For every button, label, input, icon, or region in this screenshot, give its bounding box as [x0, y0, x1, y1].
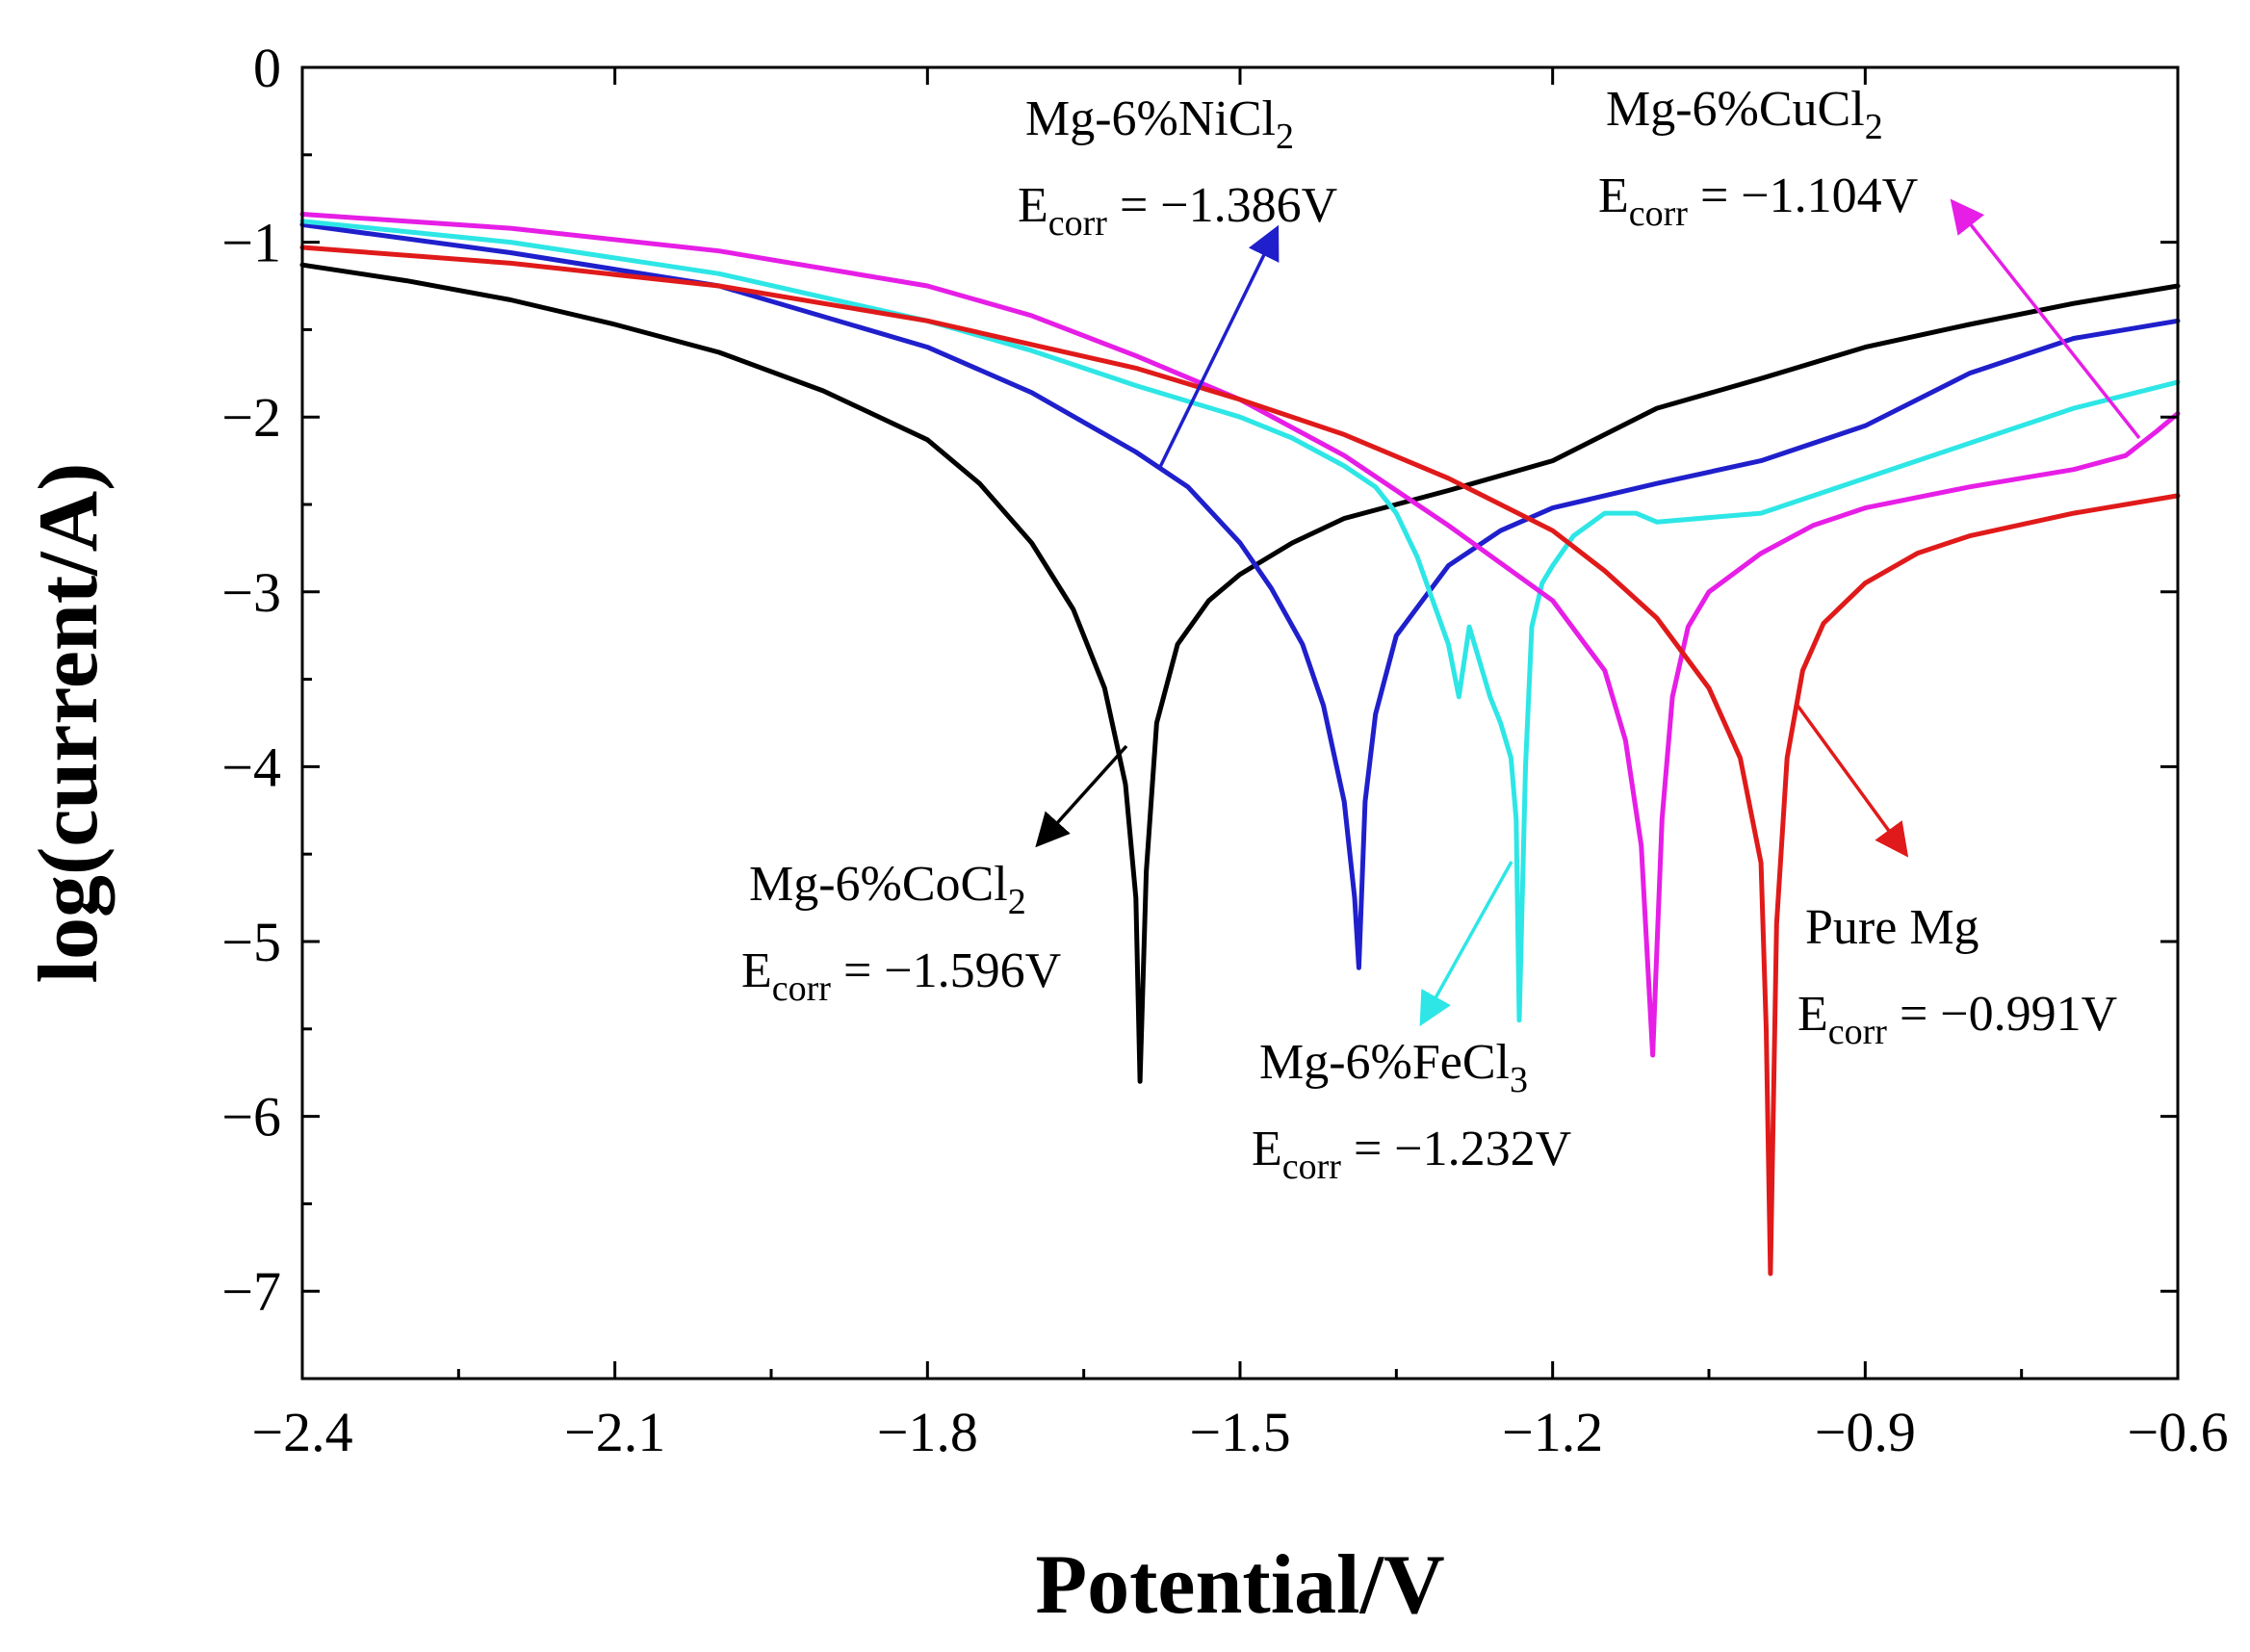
series-line-mg-6pctfecl3: [299, 219, 2181, 1023]
annotation-arrow: [1419, 861, 1513, 1027]
ecorr-sub: corr: [1282, 1147, 1342, 1187]
series-line-mg-6pctcucl2: [299, 212, 2181, 1058]
ecorr-value: = −1.386V: [1107, 178, 1337, 233]
x-tick-label: −1.2: [1502, 1401, 1603, 1463]
annotation-label-main: Mg-6%FeCl: [1259, 1035, 1510, 1090]
ecorr-sub: corr: [1629, 194, 1689, 234]
annotation-label-sub: 2: [1008, 882, 1026, 922]
ecorr-main: E: [1598, 168, 1629, 223]
x-tick-label: −1.8: [877, 1401, 978, 1463]
ecorr-value: = −1.596V: [831, 943, 1061, 998]
x-tick-label: −2.4: [251, 1401, 352, 1463]
y-tick-label: −5: [221, 911, 281, 973]
annotation-pure-mg: Pure Mg Ecorr = −0.991V: [1794, 701, 2117, 1052]
ticks-layer: −2.4 −2.1 −1.8 −1.5 −1.2 −0.9 −0.6 0 −1 −2 −3 −4 −5 −…: [221, 37, 2228, 1463]
annotation-arrow: [1950, 198, 2141, 440]
annotation-label: Mg-6%CuCl2: [1606, 82, 1883, 147]
x-axis-title: Potential/V: [1035, 1538, 1444, 1632]
annotation-label-sub: 2: [1865, 107, 1883, 147]
ecorr-sub: corr: [1048, 203, 1108, 244]
x-tick-label: −0.6: [2127, 1401, 2228, 1463]
ecorr-main: E: [1797, 987, 1828, 1042]
annotation-mg-6pctfecl3: Mg-6%FeCl3 Ecorr = −1.232V: [1252, 861, 1571, 1187]
ecorr-sub: corr: [1828, 1012, 1888, 1052]
annotation-mg-6pctnicl2: Mg-6%NiCl2 Ecorr = −1.386V: [1018, 91, 1337, 468]
series-layer: [299, 212, 2181, 1277]
annotation-label-sub: 3: [1510, 1060, 1528, 1100]
x-tick-label: −1.5: [1189, 1401, 1290, 1463]
series-line-mg-6pctcocl2: [299, 262, 2181, 1084]
y-tick-label: −1: [221, 212, 281, 274]
ecorr-main: E: [741, 943, 772, 998]
y-tick-label: −2: [221, 386, 281, 449]
annotation-ecorr: Ecorr = −1.386V: [1018, 178, 1337, 244]
ecorr-value: = −1.232V: [1341, 1122, 1571, 1176]
annotation-label: Mg-6%NiCl2: [1025, 91, 1294, 157]
ecorr-main: E: [1252, 1122, 1282, 1176]
y-tick-label: −3: [221, 561, 281, 624]
y-tick-label: −4: [221, 736, 281, 798]
annotation-label: Pure Mg: [1805, 900, 1979, 955]
y-axis-title: log(current/A): [22, 463, 116, 984]
annotation-ecorr: Ecorr = −1.232V: [1252, 1122, 1571, 1187]
y-tick-label: −7: [221, 1260, 281, 1323]
annotation-arrow: [1794, 701, 1909, 858]
x-tick-label: −2.1: [564, 1401, 665, 1463]
series-line-mg-6pctnicl2: [299, 221, 2181, 970]
series-line-pure-mg: [299, 245, 2181, 1277]
y-tick-label: −6: [221, 1086, 281, 1149]
annotation-label: Mg-6%FeCl3: [1259, 1035, 1528, 1100]
ecorr-value: = −0.991V: [1887, 987, 2117, 1042]
annotation-arrow: [1158, 224, 1280, 468]
ecorr-value: = −1.104V: [1688, 168, 1918, 223]
ecorr-sub: corr: [772, 968, 832, 1009]
annotation-label: Mg-6%CoCl2: [749, 857, 1026, 922]
plot-frame: [300, 65, 2180, 1381]
annotation-arrow: [1035, 744, 1128, 848]
annotation-label-sub: 2: [1276, 116, 1294, 157]
x-tick-label: −0.9: [1815, 1401, 1916, 1463]
annotation-label-main: Mg-6%CuCl: [1606, 82, 1865, 137]
annotation-mg-6pctcocl2: Mg-6%CoCl2 Ecorr = −1.596V: [741, 744, 1128, 1009]
y-tick-label: 0: [253, 37, 281, 99]
ecorr-main: E: [1018, 178, 1048, 233]
annotation-label-main: Mg-6%NiCl: [1025, 91, 1276, 146]
annotation-mg-6pctcucl2: Mg-6%CuCl2 Ecorr = −1.104V: [1598, 82, 2141, 440]
annotation-ecorr: Ecorr = −1.596V: [741, 943, 1061, 1009]
annotation-ecorr: Ecorr = −1.104V: [1598, 168, 1918, 234]
annotation-label-main: Pure Mg: [1805, 900, 1979, 955]
annotation-ecorr: Ecorr = −0.991V: [1797, 987, 2117, 1052]
annotation-label-main: Mg-6%CoCl: [749, 857, 1008, 912]
